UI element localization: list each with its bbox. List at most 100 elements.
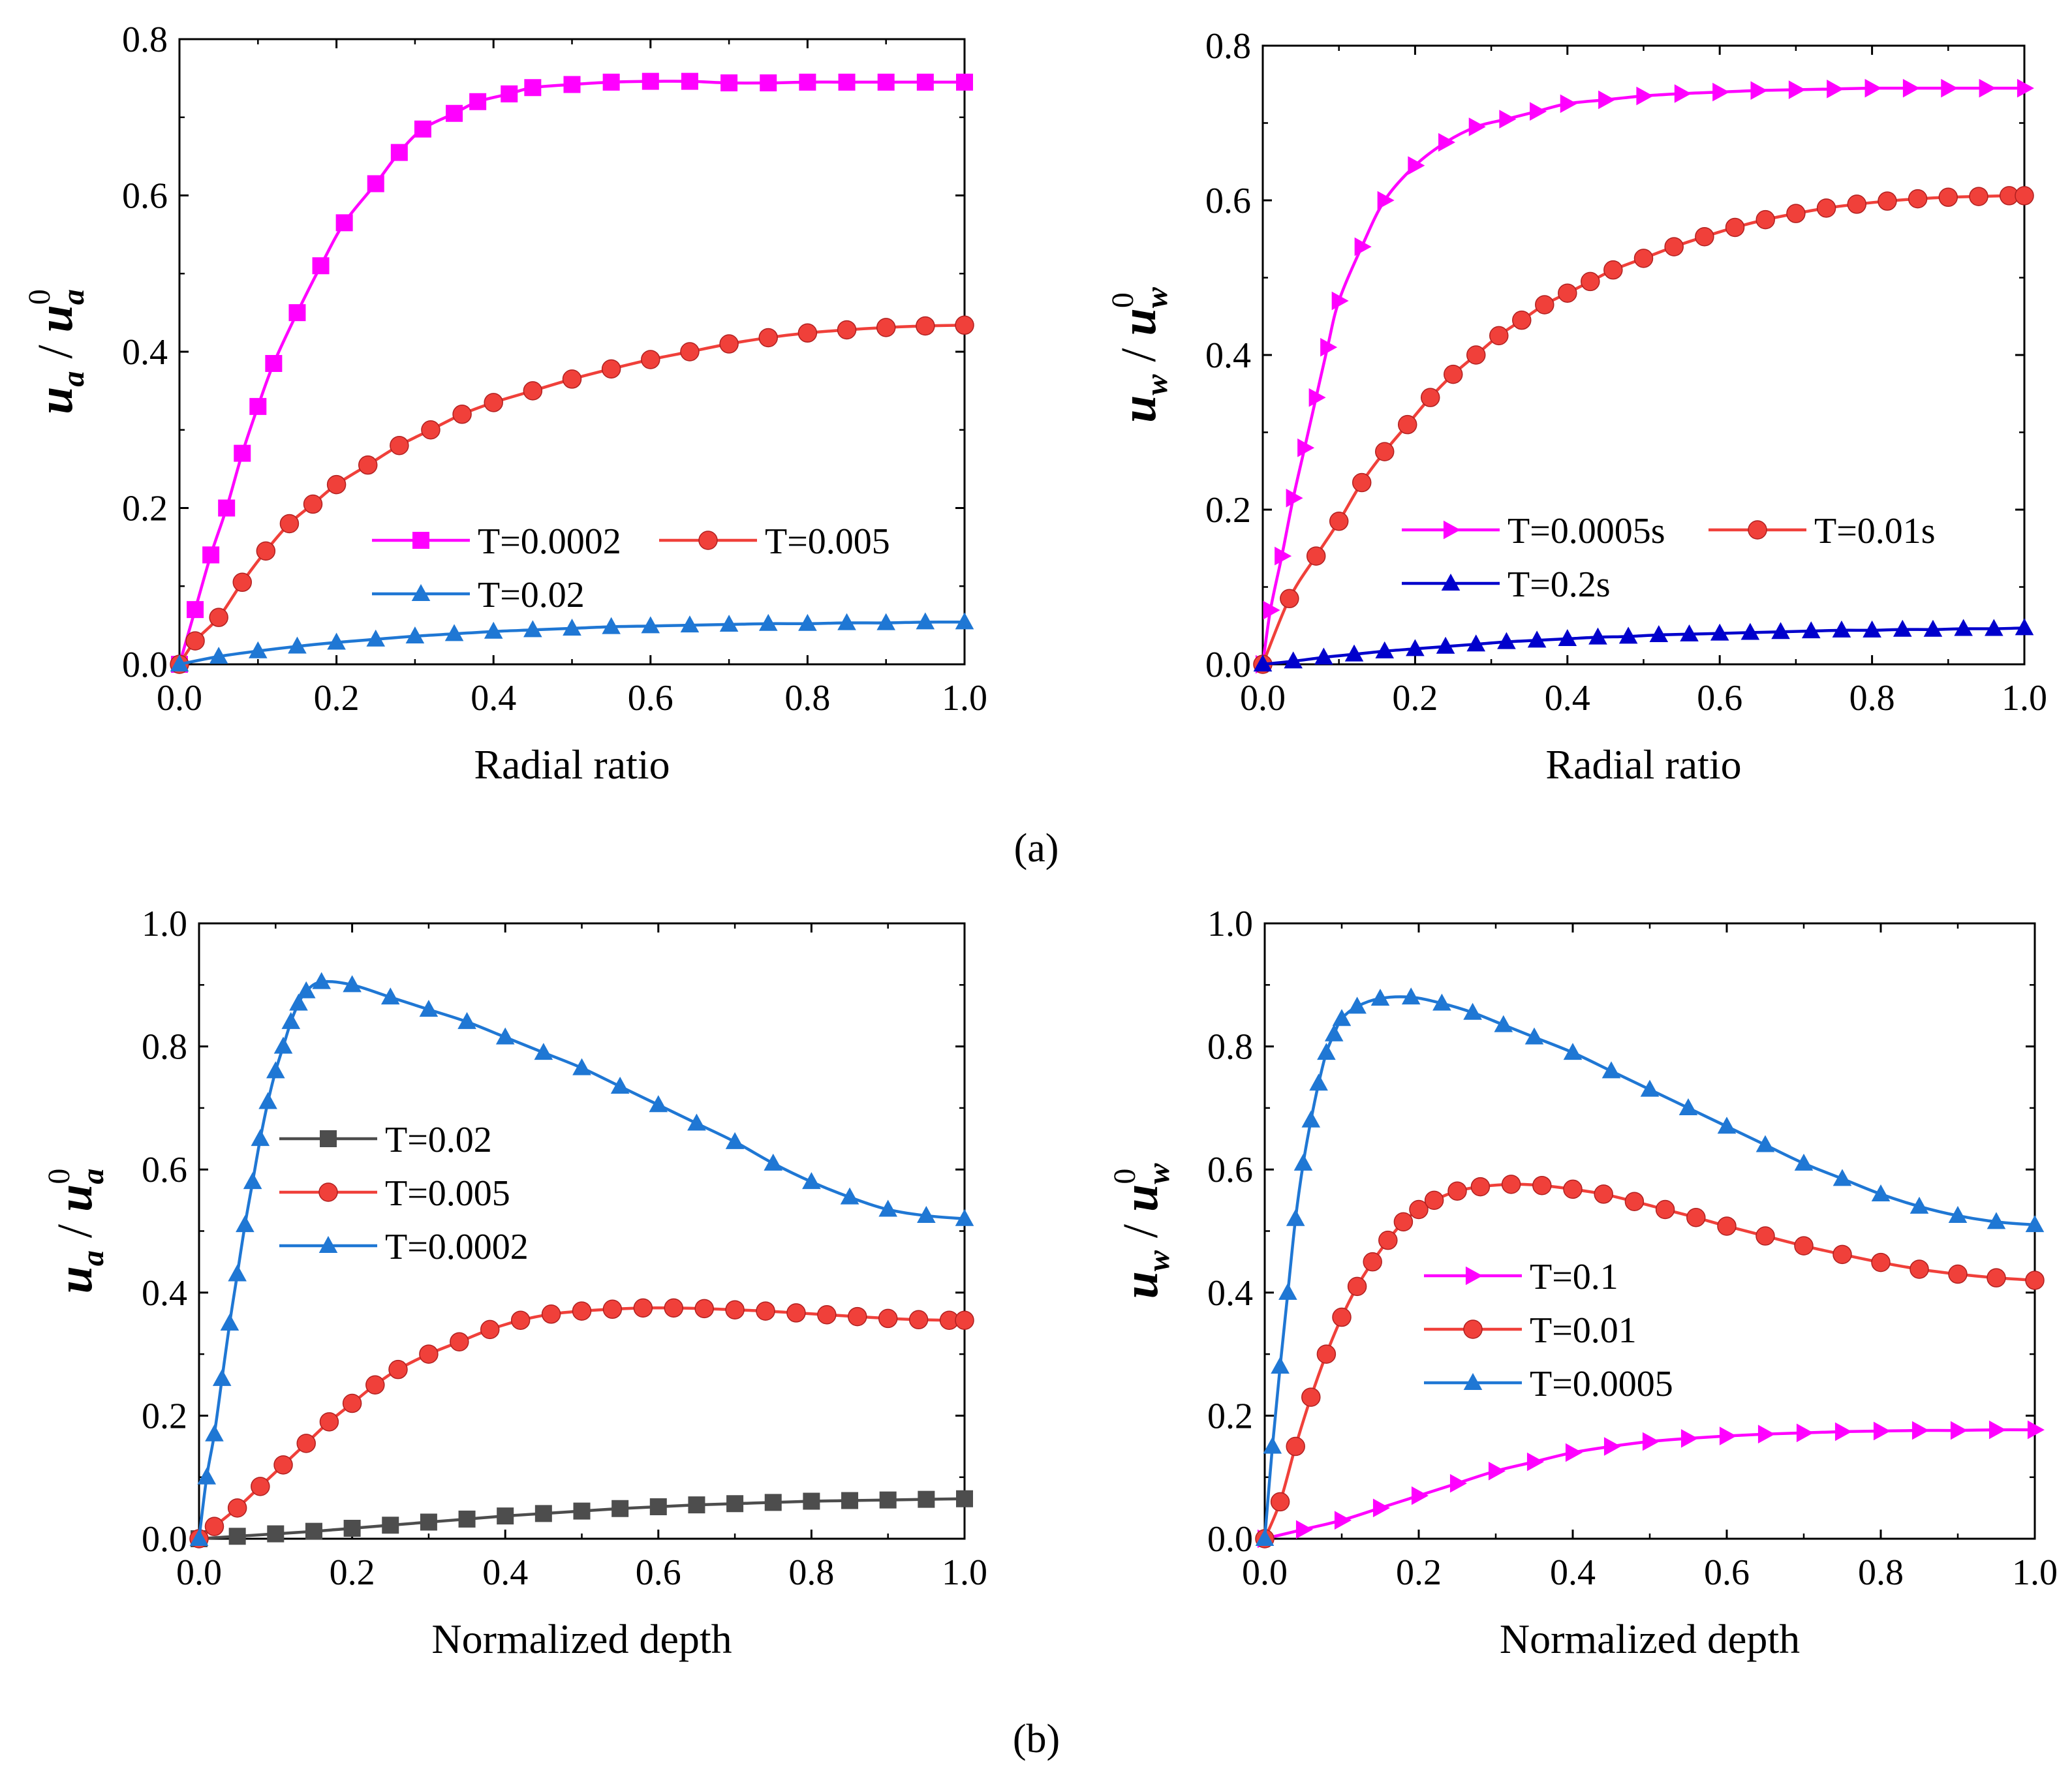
data-point bbox=[610, 1076, 630, 1094]
data-point bbox=[1420, 388, 1440, 407]
data-point bbox=[258, 1092, 277, 1109]
data-point bbox=[1393, 1212, 1414, 1232]
legend-label: T=0.0005 bbox=[1530, 1364, 1673, 1404]
legend-item: T=0.0002 bbox=[279, 1227, 529, 1267]
y-axis-label-part: w bbox=[1139, 374, 1174, 395]
data-point bbox=[1374, 442, 1395, 461]
y-axis-label-part: w bbox=[1139, 286, 1174, 308]
x-tick-label: 0.6 bbox=[636, 1552, 681, 1593]
data-point bbox=[288, 304, 306, 322]
data-point bbox=[1255, 1529, 1275, 1547]
x-tick-label: 1.0 bbox=[2012, 1552, 2058, 1593]
plot-frame bbox=[1261, 44, 2026, 666]
data-point bbox=[1788, 80, 1806, 99]
data-point bbox=[1301, 1387, 1321, 1407]
y-tick-label: 0.2 bbox=[1207, 1396, 1253, 1436]
data-point bbox=[405, 626, 425, 643]
data-point bbox=[228, 1264, 247, 1282]
data-point bbox=[279, 514, 300, 534]
legend-swatch-marker bbox=[1463, 1373, 1483, 1391]
data-point bbox=[251, 1477, 270, 1496]
data-point bbox=[878, 1199, 897, 1217]
series-0 bbox=[191, 1490, 973, 1547]
x-tick-label: 0.8 bbox=[788, 1552, 834, 1593]
data-point bbox=[841, 1492, 859, 1509]
data-point bbox=[480, 1319, 500, 1340]
data-point bbox=[1489, 326, 1509, 346]
data-point bbox=[879, 1491, 897, 1509]
data-point bbox=[452, 405, 472, 424]
data-point bbox=[1910, 1196, 1929, 1214]
data-point bbox=[1263, 1436, 1282, 1454]
y-axis-label-part: 0 bbox=[42, 1169, 76, 1184]
data-point bbox=[1466, 345, 1486, 365]
legend-item: T=0.005 bbox=[659, 521, 890, 562]
y-axis-label-part: a bbox=[76, 1169, 110, 1184]
data-point bbox=[1280, 589, 1299, 609]
data-point bbox=[303, 494, 323, 514]
y-axis-label-part: u bbox=[1111, 308, 1166, 335]
data-point bbox=[523, 381, 543, 401]
data-point bbox=[1432, 993, 1451, 1011]
data-point bbox=[319, 1412, 339, 1432]
data-point bbox=[1284, 651, 1303, 669]
data-point bbox=[916, 73, 934, 91]
data-point bbox=[817, 1304, 837, 1325]
data-point bbox=[955, 315, 974, 335]
data-point bbox=[725, 1132, 745, 1149]
data-point bbox=[1725, 217, 1745, 238]
data-point bbox=[484, 393, 503, 412]
data-point bbox=[296, 981, 316, 998]
data-point bbox=[1893, 619, 1912, 637]
data-point bbox=[1581, 271, 1600, 292]
data-point bbox=[878, 1308, 898, 1329]
y-axis-label-part: u bbox=[48, 1184, 102, 1212]
data-point bbox=[1488, 1461, 1506, 1481]
legend-swatch-marker bbox=[1465, 1266, 1483, 1286]
data-point bbox=[572, 1058, 591, 1075]
legend-item: T=0.1 bbox=[1424, 1257, 1618, 1297]
data-point bbox=[1878, 191, 1897, 211]
data-point bbox=[916, 316, 935, 336]
data-point bbox=[1348, 996, 1367, 1014]
data-point bbox=[541, 1304, 561, 1324]
data-point bbox=[288, 636, 307, 654]
legend-item: T=0.0005s bbox=[1402, 511, 1665, 551]
data-point bbox=[2015, 186, 2034, 206]
legend-swatch-marker bbox=[320, 1130, 337, 1147]
y-tick-label: 0.2 bbox=[142, 1396, 187, 1436]
data-point bbox=[1329, 512, 1349, 531]
data-point bbox=[444, 624, 464, 641]
x-tick-label: 0.4 bbox=[1545, 678, 1590, 718]
x-tick-label: 0.6 bbox=[1697, 678, 1742, 718]
data-point bbox=[312, 257, 330, 275]
y-axis-label-part: / bbox=[1111, 335, 1166, 374]
data-point bbox=[573, 1502, 591, 1520]
data-point bbox=[458, 1510, 476, 1528]
data-point bbox=[956, 73, 973, 91]
x-tick-label: 0.2 bbox=[314, 678, 360, 718]
y-tick-label: 0.2 bbox=[1205, 490, 1251, 531]
data-point bbox=[388, 1359, 408, 1380]
data-point bbox=[601, 359, 621, 379]
data-point bbox=[726, 1495, 744, 1513]
data-point bbox=[1512, 310, 1532, 330]
data-point bbox=[251, 1129, 270, 1147]
legend-item: T=0.005 bbox=[279, 1173, 510, 1214]
data-point bbox=[1363, 1252, 1382, 1272]
data-point bbox=[1532, 1175, 1552, 1195]
data-point bbox=[335, 214, 353, 232]
data-point bbox=[1717, 1117, 1737, 1134]
data-point bbox=[421, 420, 441, 440]
data-point bbox=[1871, 1252, 1891, 1272]
data-point bbox=[523, 620, 542, 638]
data-point bbox=[1948, 1205, 1968, 1223]
x-tick-label: 0.8 bbox=[1858, 1552, 1904, 1593]
x-tick-label: 0.0 bbox=[176, 1552, 222, 1593]
y-tick-label: 0.0 bbox=[1205, 645, 1251, 685]
data-point bbox=[296, 1434, 316, 1453]
data-point bbox=[1344, 644, 1364, 662]
data-point bbox=[450, 1332, 469, 1351]
data-point bbox=[1401, 987, 1421, 1005]
data-point bbox=[390, 144, 408, 161]
